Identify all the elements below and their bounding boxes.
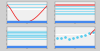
Point — [84, 34, 86, 35]
Bar — [55, 47, 95, 48]
Point — [64, 37, 66, 38]
Point — [80, 35, 82, 36]
Bar — [55, 22, 95, 23]
Point — [68, 38, 70, 39]
Point — [88, 33, 90, 34]
Bar — [7, 22, 47, 23]
Bar — [55, 21, 95, 22]
Point — [60, 38, 62, 39]
Point — [56, 37, 58, 38]
Bar — [7, 47, 47, 48]
Bar — [7, 46, 47, 47]
Bar — [7, 21, 47, 22]
Bar — [55, 46, 95, 47]
Point — [72, 37, 74, 38]
Point — [76, 36, 78, 37]
Bar — [7, 31, 47, 36]
Point — [92, 31, 94, 32]
